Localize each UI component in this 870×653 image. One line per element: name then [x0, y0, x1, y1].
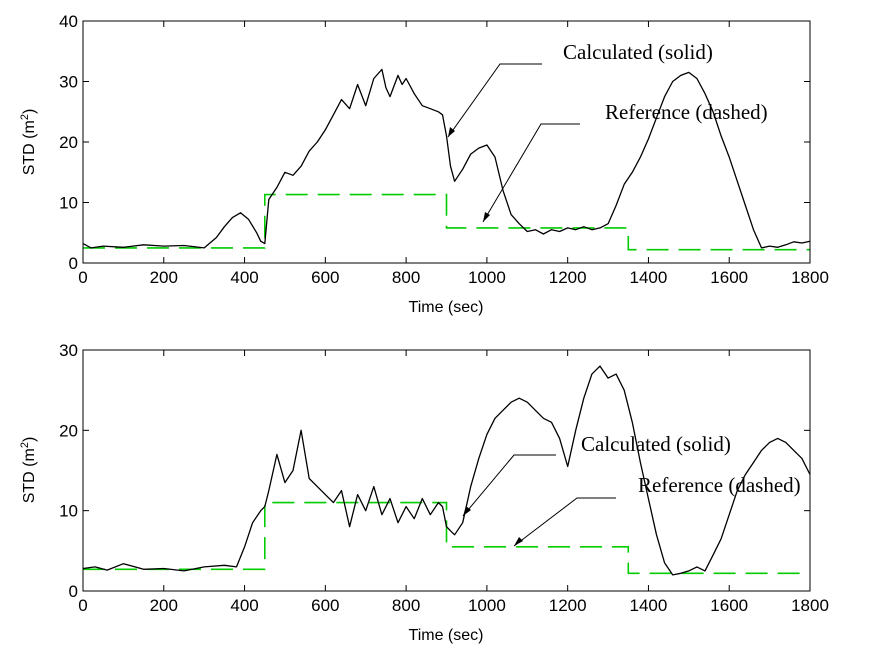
bottom-x-tick-label: 1800: [791, 596, 829, 615]
bottom-calculated-arrowhead: [463, 506, 471, 516]
top-x-tick-label: 1000: [468, 268, 506, 287]
top-reference-arrow-line: [482, 123, 580, 223]
top-calculated-annotation: Calculated (solid): [563, 40, 713, 64]
top-reference-series-line: [83, 193, 810, 251]
top-y-tick-label: 40: [59, 12, 78, 31]
bottom-x-tick-label: 200: [150, 596, 178, 615]
top-y-axis-label: STD (m2): [19, 109, 38, 176]
top-calculated-arrow-line: [447, 63, 542, 138]
top-calculated-arrowhead: [448, 127, 455, 137]
top-y-tick-label: 30: [59, 73, 78, 92]
top-x-axis-label: Time (sec): [409, 299, 484, 316]
top-x-tick-label: 400: [230, 268, 258, 287]
bottom-reference-arrowhead: [514, 537, 523, 546]
bottom-y-axis-label: STD (m2): [19, 437, 38, 504]
top-x-tick-label: 1200: [549, 268, 587, 287]
top-x-tick-label: 1800: [791, 268, 829, 287]
bottom-y-tick-label: 20: [59, 421, 78, 440]
bottom-y-tick-label: 0: [69, 582, 78, 601]
bottom-x-tick-label: 0: [78, 596, 87, 615]
top-x-tick-label: 200: [150, 268, 178, 287]
top-x-tick-label: 600: [311, 268, 339, 287]
top-x-tick-label: 1400: [630, 268, 668, 287]
top-x-tick-label: 800: [392, 268, 420, 287]
bottom-calculated-series-line: [82, 365, 811, 576]
top-y-tick-label: 0: [69, 254, 78, 273]
bottom-y-tick-label: 30: [59, 341, 78, 360]
top-x-tick-label: 1600: [710, 268, 748, 287]
top-subplot: 0 200 400 600 800 1000 1200 1400 1600 1800 0 10 20 30…: [19, 12, 829, 316]
top-x-tick-label: 0: [78, 268, 87, 287]
bottom-x-tick-label: 1600: [710, 596, 748, 615]
bottom-x-tick-label: 800: [392, 596, 420, 615]
bottom-y-tick-label: 10: [59, 502, 78, 521]
top-reference-annotation: Reference (dashed): [605, 100, 768, 124]
bottom-reference-annotation: Reference (dashed): [638, 473, 801, 497]
bottom-plot-frame: [82, 349, 811, 592]
bottom-x-tick-label: 1200: [549, 596, 587, 615]
top-reference-arrowhead: [483, 212, 490, 222]
bottom-x-tick-label: 600: [311, 596, 339, 615]
top-calculated-series-line: [82, 68, 811, 249]
bottom-calculated-arrow-line: [462, 454, 556, 517]
bottom-subplot: 0 200 400 600 800 1000 1200 1400 1600 1800 0 10 20 30…: [19, 341, 829, 644]
top-y-tick-label: 20: [59, 133, 78, 152]
bottom-reference-arrow-line: [513, 497, 616, 547]
bottom-x-axis-label: Time (sec): [409, 627, 484, 644]
top-y-tick-label: 10: [59, 194, 78, 213]
bottom-calculated-annotation: Calculated (solid): [581, 432, 731, 456]
bottom-x-tick-label: 1400: [630, 596, 668, 615]
bottom-x-tick-label: 1000: [468, 596, 506, 615]
bottom-x-tick-label: 400: [230, 596, 258, 615]
bottom-reference-series-line: [83, 501, 810, 575]
